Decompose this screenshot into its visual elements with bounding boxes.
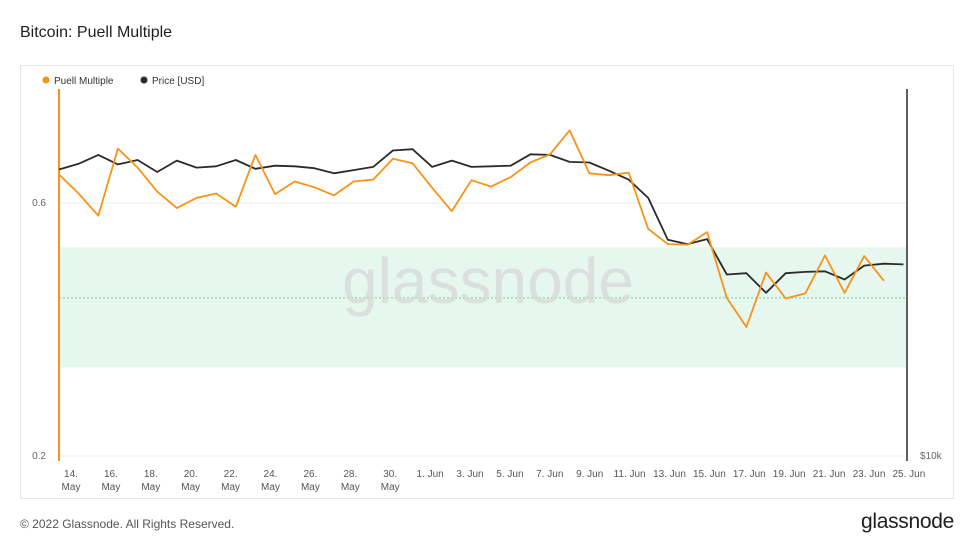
x-tick-label: 19. Jun [773,469,806,480]
puell-multiple-line [58,129,885,328]
x-tick-label: 14. [64,469,78,480]
legend-marker [42,76,50,84]
x-tick-label: 17. Jun [733,469,766,480]
x-tick-label: 18. [144,469,158,480]
x-tick-label: 26. [303,469,317,480]
copyright-text: © 2022 Glassnode. All Rights Reserved. [20,517,235,531]
x-tick-label: 23. Jun [853,469,886,480]
x-tick-label: 7. Jun [536,469,563,480]
page-title: Bitcoin: Puell Multiple [20,24,173,41]
x-axis-ticks: 14. May 16. May 18. May 20. May 22. May 24. May 26. M… [62,469,926,493]
legend: Puell Multiple Price [USD] [42,76,204,87]
x-tick-label: May [141,482,160,493]
x-tick-label: May [261,482,280,493]
x-tick-label: 20. [184,469,198,480]
puell-band [59,247,907,368]
grid-layer [59,202,907,457]
x-tick-label: 21. Jun [813,469,846,480]
x-tick-label: 11. Jun [614,469,646,480]
watermark: glassnode [342,245,634,317]
x-tick-label: 15. Jun [693,469,726,480]
legend-label: Puell Multiple [54,76,114,87]
x-tick-label: May [62,482,81,493]
x-tick-label: 25. Jun [892,469,925,480]
x-tick-label: 3. Jun [456,469,483,480]
x-tick-label: 13. Jun [653,469,686,480]
x-tick-label: May [181,482,200,493]
glassnode-logo: glassnode [860,510,954,533]
x-tick-label: May [381,482,400,493]
y-axis-left-ticks: 0.6 0.2 [32,198,46,462]
legend-label: Price [USD] [152,76,204,87]
price-line [58,148,904,294]
y-tick-label: 0.6 [32,198,46,209]
x-tick-label: 28. [343,469,357,480]
y-axis-right-ticks: $10k [920,451,943,462]
x-tick-label: May [221,482,240,493]
x-tick-label: 22. [224,469,238,480]
y-tick-label: 0.2 [32,451,46,462]
x-tick-label: 1. Jun [416,469,443,480]
x-tick-label: 30. [383,469,397,480]
x-tick-label: 9. Jun [576,469,603,480]
y-right-tick-label: $10k [920,451,943,462]
x-tick-label: May [101,482,120,493]
x-tick-label: May [341,482,360,493]
x-tick-label: 16. [104,469,118,480]
x-tick-label: May [301,482,320,493]
chart-frame [20,65,954,499]
x-tick-label: 24. [264,469,278,480]
legend-marker [140,76,148,84]
x-tick-label: 5. Jun [496,469,523,480]
series-layer [58,129,904,328]
